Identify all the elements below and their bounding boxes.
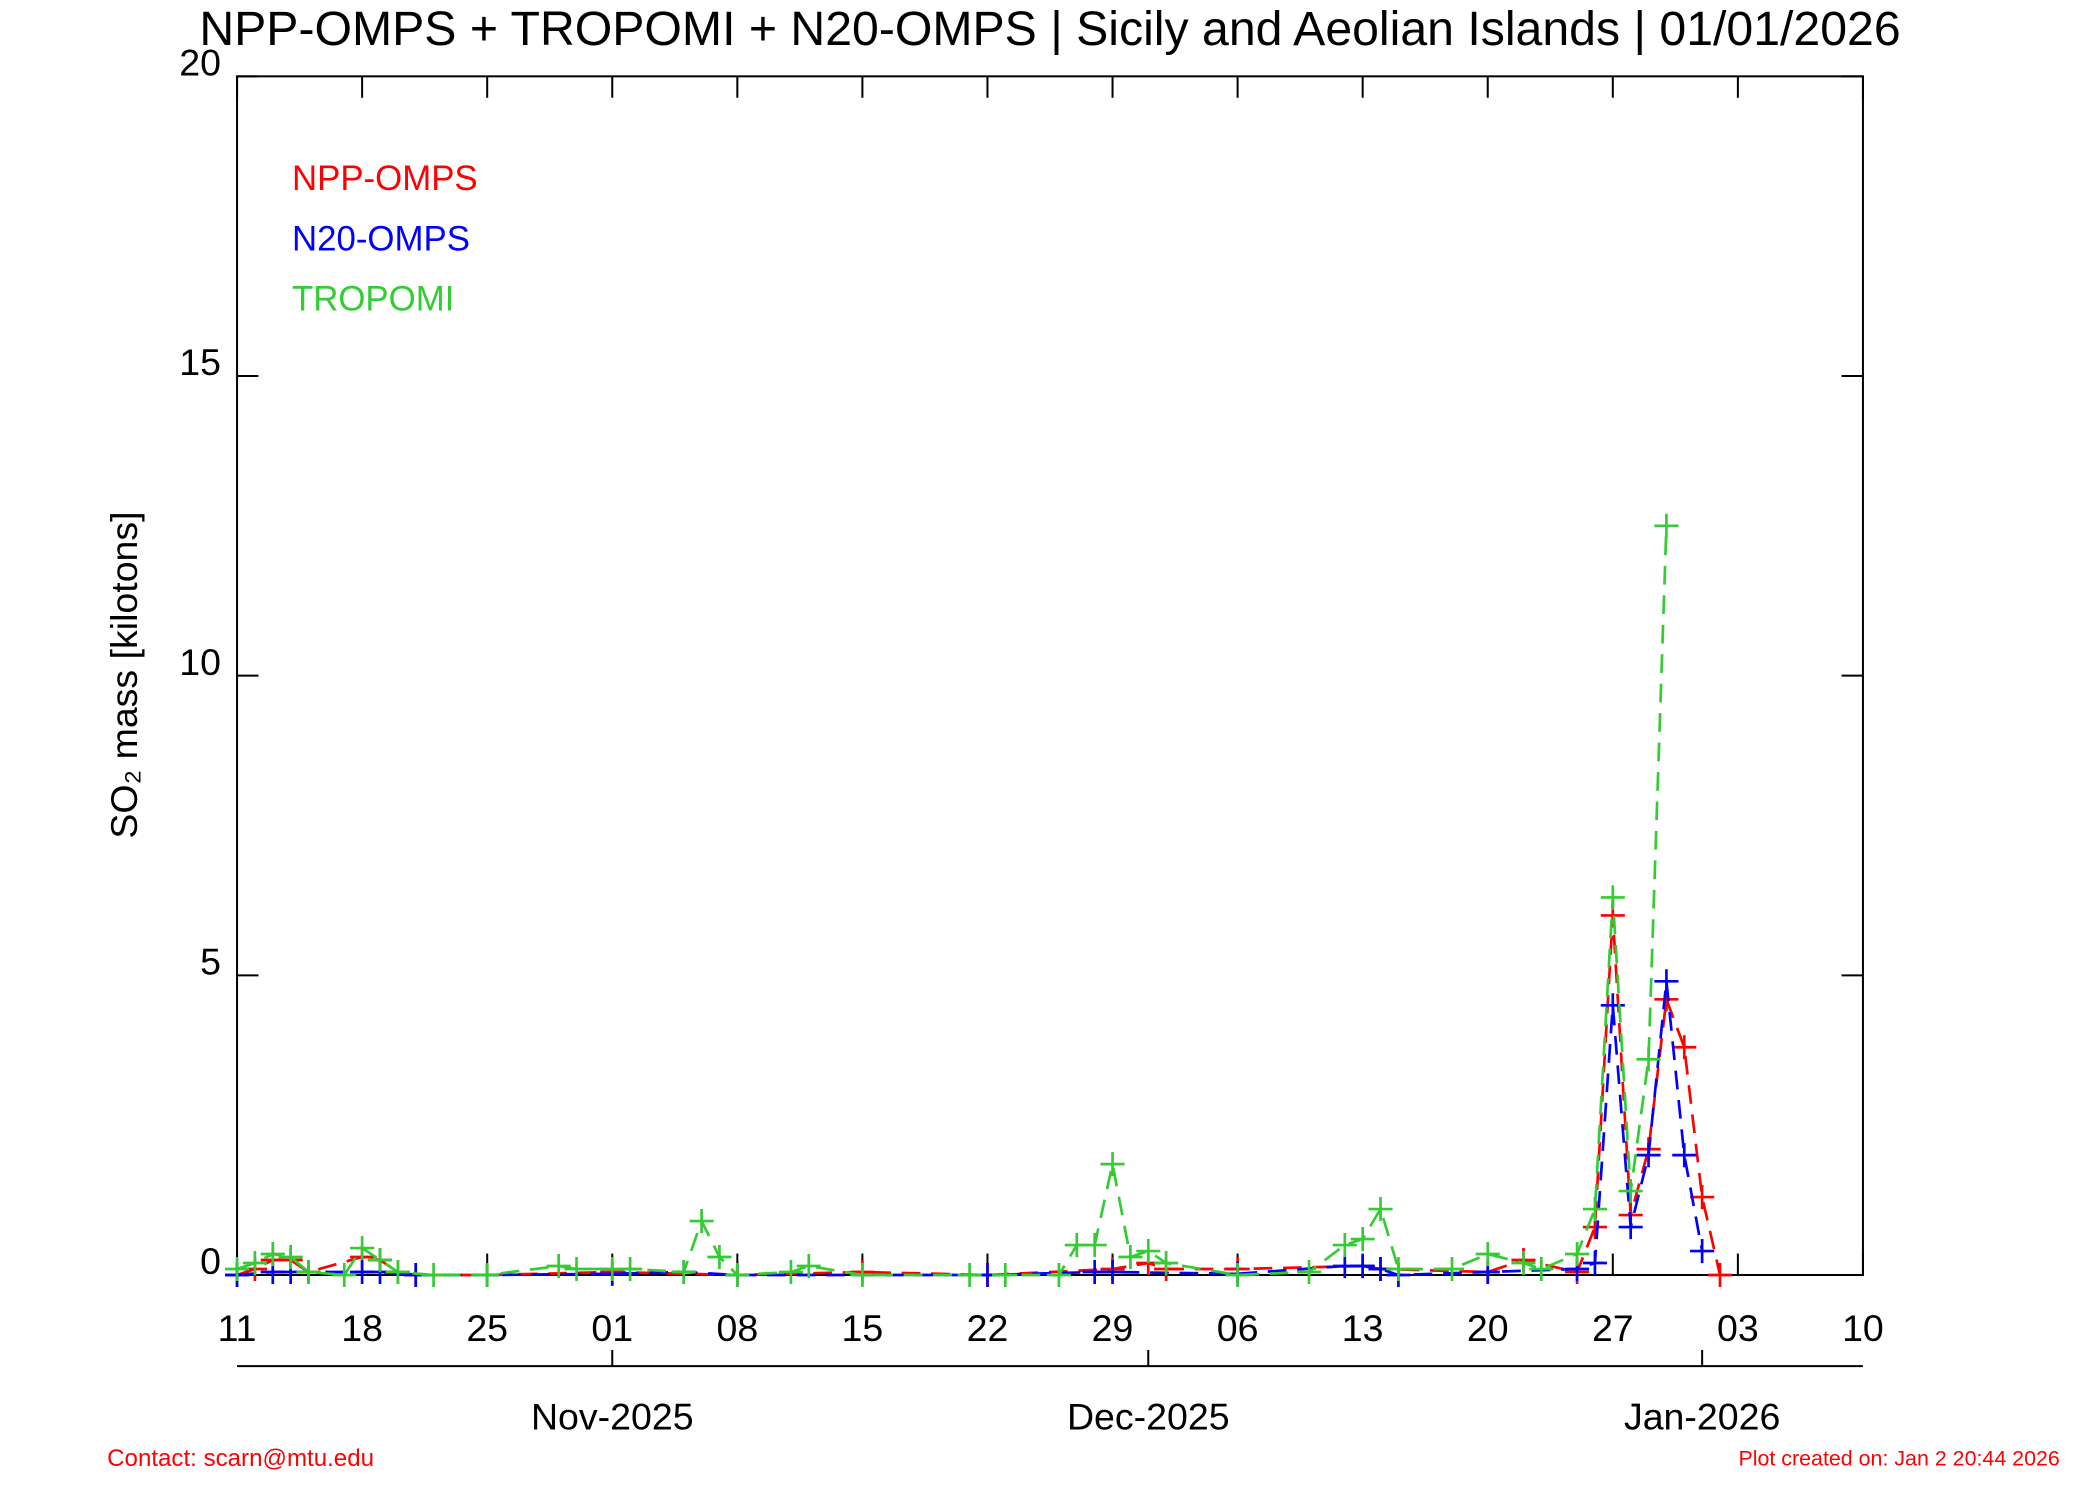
- data-point: [1100, 1259, 1125, 1285]
- x-tick-label: 25: [466, 1307, 508, 1349]
- data-point: [1350, 1253, 1375, 1279]
- data-point: [1636, 1143, 1661, 1168]
- y-tick-label: 0: [200, 1240, 221, 1282]
- month-label: Nov-2025: [531, 1396, 694, 1438]
- data-point: [1618, 1179, 1643, 1204]
- data-point: [385, 1259, 410, 1285]
- contact: Contact: scarn@mtu.edu: [107, 1445, 374, 1472]
- data-point: [278, 1244, 303, 1270]
- data-point: [1690, 1185, 1715, 1210]
- x-tick-label: 18: [341, 1307, 383, 1349]
- data-point: [1636, 1047, 1661, 1072]
- data-point: [1439, 1256, 1465, 1282]
- data-point: [1654, 969, 1679, 994]
- y-tick-label: 15: [179, 341, 221, 383]
- y-axis-label: SO₂ mass [kilotons]: [103, 511, 145, 838]
- created-note: Plot created on: Jan 2 20:44 2026: [1738, 1446, 2059, 1470]
- data-point: [367, 1247, 393, 1273]
- data-point: [1046, 1262, 1071, 1288]
- data-point: [1672, 1035, 1697, 1060]
- data-point: [1118, 1244, 1143, 1270]
- y-tick-label: 20: [179, 42, 221, 84]
- data-point: [1565, 1241, 1590, 1267]
- x-tick-label: 01: [591, 1307, 633, 1349]
- data-point: [1707, 1262, 1733, 1288]
- data-point: [1511, 1250, 1536, 1276]
- data-point: [1136, 1238, 1161, 1264]
- x-tick-label: 29: [1092, 1307, 1134, 1349]
- y-tick-label: 10: [179, 641, 221, 683]
- data-point: [1582, 1250, 1607, 1276]
- data-point: [242, 1250, 267, 1276]
- data-point: [1600, 885, 1625, 910]
- data-point: [1475, 1241, 1500, 1267]
- data-point: [1690, 1238, 1715, 1264]
- x-tick-label: 27: [1592, 1307, 1634, 1349]
- data-point: [1368, 1197, 1393, 1222]
- data-point: [260, 1241, 285, 1267]
- data-point: [1100, 1152, 1125, 1177]
- data-point: [1529, 1256, 1554, 1282]
- legend-entry: NPP-OMPS: [292, 159, 478, 198]
- data-point: [350, 1235, 375, 1261]
- legend-entry: N20-OMPS: [292, 219, 470, 258]
- data-point: [1332, 1232, 1357, 1258]
- month-label: Dec-2025: [1067, 1396, 1230, 1438]
- data-point: [993, 1262, 1018, 1288]
- data-point: [1082, 1232, 1107, 1258]
- data-point: [332, 1262, 357, 1288]
- data-point: [564, 1256, 589, 1282]
- x-tick-label: 06: [1217, 1307, 1259, 1349]
- data-point: [1225, 1262, 1250, 1288]
- data-point: [1297, 1259, 1322, 1285]
- data-point: [421, 1262, 446, 1288]
- x-tick-label: 20: [1467, 1307, 1509, 1349]
- data-point: [618, 1256, 643, 1282]
- data-point: [957, 1262, 982, 1288]
- month-label: Jan-2026: [1624, 1396, 1780, 1438]
- data-point: [224, 1256, 250, 1282]
- data-point: [1386, 1256, 1411, 1282]
- x-tick-label: 03: [1717, 1307, 1759, 1349]
- data-point: [689, 1209, 714, 1234]
- x-tick-label: 08: [716, 1307, 758, 1349]
- data-point: [1672, 1143, 1697, 1168]
- y-tick-label: 5: [200, 941, 221, 983]
- x-tick-label: 13: [1342, 1307, 1384, 1349]
- legend-entry: TROPOMI: [292, 280, 454, 319]
- data-point: [1600, 993, 1625, 1018]
- data-point: [725, 1262, 750, 1288]
- data-point: [1154, 1250, 1179, 1276]
- data-point: [707, 1244, 732, 1270]
- data-point: [778, 1259, 803, 1285]
- data-point: [850, 1262, 875, 1288]
- chart-title: NPP-OMPS + TROPOMI + N20-OMPS | Sicily a…: [199, 2, 1900, 56]
- data-point: [796, 1253, 821, 1279]
- data-point: [1582, 1197, 1607, 1222]
- data-point: [671, 1259, 696, 1285]
- data-point: [475, 1262, 500, 1288]
- data-point: [546, 1253, 571, 1279]
- data-point: [1350, 1226, 1375, 1252]
- data-point: [1618, 1215, 1643, 1240]
- x-tick-label: 10: [1842, 1307, 1884, 1349]
- x-tick-label: 22: [967, 1307, 1009, 1349]
- data-point: [296, 1259, 321, 1285]
- x-tick-label: 11: [218, 1307, 257, 1349]
- x-tick-label: 15: [842, 1307, 884, 1349]
- data-point: [1654, 513, 1679, 538]
